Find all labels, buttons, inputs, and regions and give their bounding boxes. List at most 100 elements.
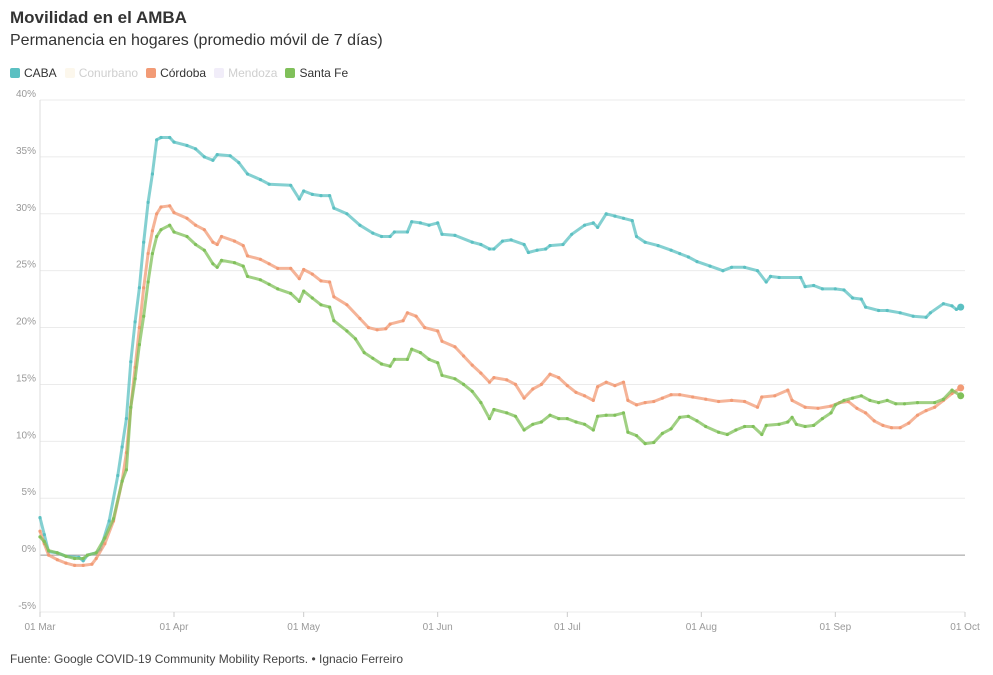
data-point [258,278,262,282]
data-point [172,230,176,234]
legend-item-mendoza[interactable]: Mendoza [214,66,277,80]
data-point [388,234,392,239]
data-point [150,229,154,233]
legend-item-caba[interactable]: CABA [10,66,57,80]
series-caba [38,135,965,563]
data-point [535,248,539,252]
data-point [915,401,920,405]
legend-item-cordoba[interactable]: Córdoba [146,66,206,80]
source-footer: Fuente: Google COVID-19 Community Mobili… [10,652,404,666]
data-point [898,311,902,315]
data-point [159,135,163,140]
data-point [392,230,396,234]
legend-item-conurbano[interactable]: Conurbano [64,66,138,80]
data-point [505,411,509,415]
data-point [704,424,708,429]
data-point [634,434,639,438]
data-point [137,326,141,330]
legend: CABA Conurbano Córdoba Mendoza Santa Fe [10,66,348,80]
legend-swatch-santa-fe [285,68,296,78]
data-point [954,307,959,311]
data-point [436,329,440,333]
series-santa-fe [38,223,965,561]
data-point [634,403,639,407]
data-point [297,299,301,303]
data-point [652,399,656,404]
data-point [297,277,301,281]
data-point [258,257,262,261]
y-tick-label: 20% [16,317,36,328]
data-point [245,254,250,258]
data-point [168,223,172,227]
data-point [405,230,409,234]
data-point [833,287,837,291]
data-point [911,314,915,318]
data-point [358,223,362,227]
data-point [124,468,128,472]
data-point [345,329,349,333]
chart-title: Movilidad en el AMBA [10,8,187,27]
data-point [310,296,314,300]
x-tick-label: 01 Sep [819,622,851,633]
data-point [933,401,937,405]
data-point [401,319,405,323]
data-point [487,247,492,251]
data-point [405,311,409,315]
data-point [544,247,548,251]
data-point [120,445,124,449]
data-point [764,280,768,284]
data-point [621,380,626,384]
data-point [764,423,768,427]
data-point [73,563,77,568]
data-point [704,397,708,401]
data-point [470,240,474,244]
data-point [833,403,837,407]
data-point [172,211,176,215]
data-point [686,414,691,418]
data-point [142,286,146,290]
legend-label-mendoza: Mendoza [228,66,278,80]
data-point [583,394,587,398]
data-point [643,401,647,405]
chart-subtitle: Permanencia en hogares (promedio móvil d… [10,32,383,49]
data-point [941,397,946,401]
data-point [211,240,215,244]
data-point [436,361,440,365]
data-point [194,242,198,247]
y-tick-label: 40% [16,89,36,100]
data-point [539,420,544,424]
data-point [755,405,760,409]
data-point [215,153,219,157]
data-point [202,228,206,232]
data-point [470,389,474,393]
series-line-caba [38,136,963,563]
data-point [829,404,833,408]
data-point [124,417,128,421]
data-point [328,280,332,284]
data-point [302,289,306,293]
data-point [81,563,85,568]
data-point [820,287,825,291]
data-point [794,422,799,426]
data-point [462,382,466,386]
data-point [548,413,552,417]
data-point [583,422,587,426]
data-point [898,426,902,430]
data-point [509,238,513,242]
data-point [232,239,237,243]
data-point [686,255,691,259]
data-point [570,232,574,236]
data-point [669,427,673,431]
data-point [228,154,232,158]
legend-item-santa-fe[interactable]: Santa Fe [285,66,348,80]
data-point [453,345,457,349]
data-point [924,409,928,413]
data-point [596,414,600,418]
data-point [55,558,59,562]
data-point [596,385,600,389]
data-point [267,182,271,186]
data-point [38,516,42,520]
data-point [362,351,366,355]
data-point [150,172,154,176]
data-point [730,265,734,269]
